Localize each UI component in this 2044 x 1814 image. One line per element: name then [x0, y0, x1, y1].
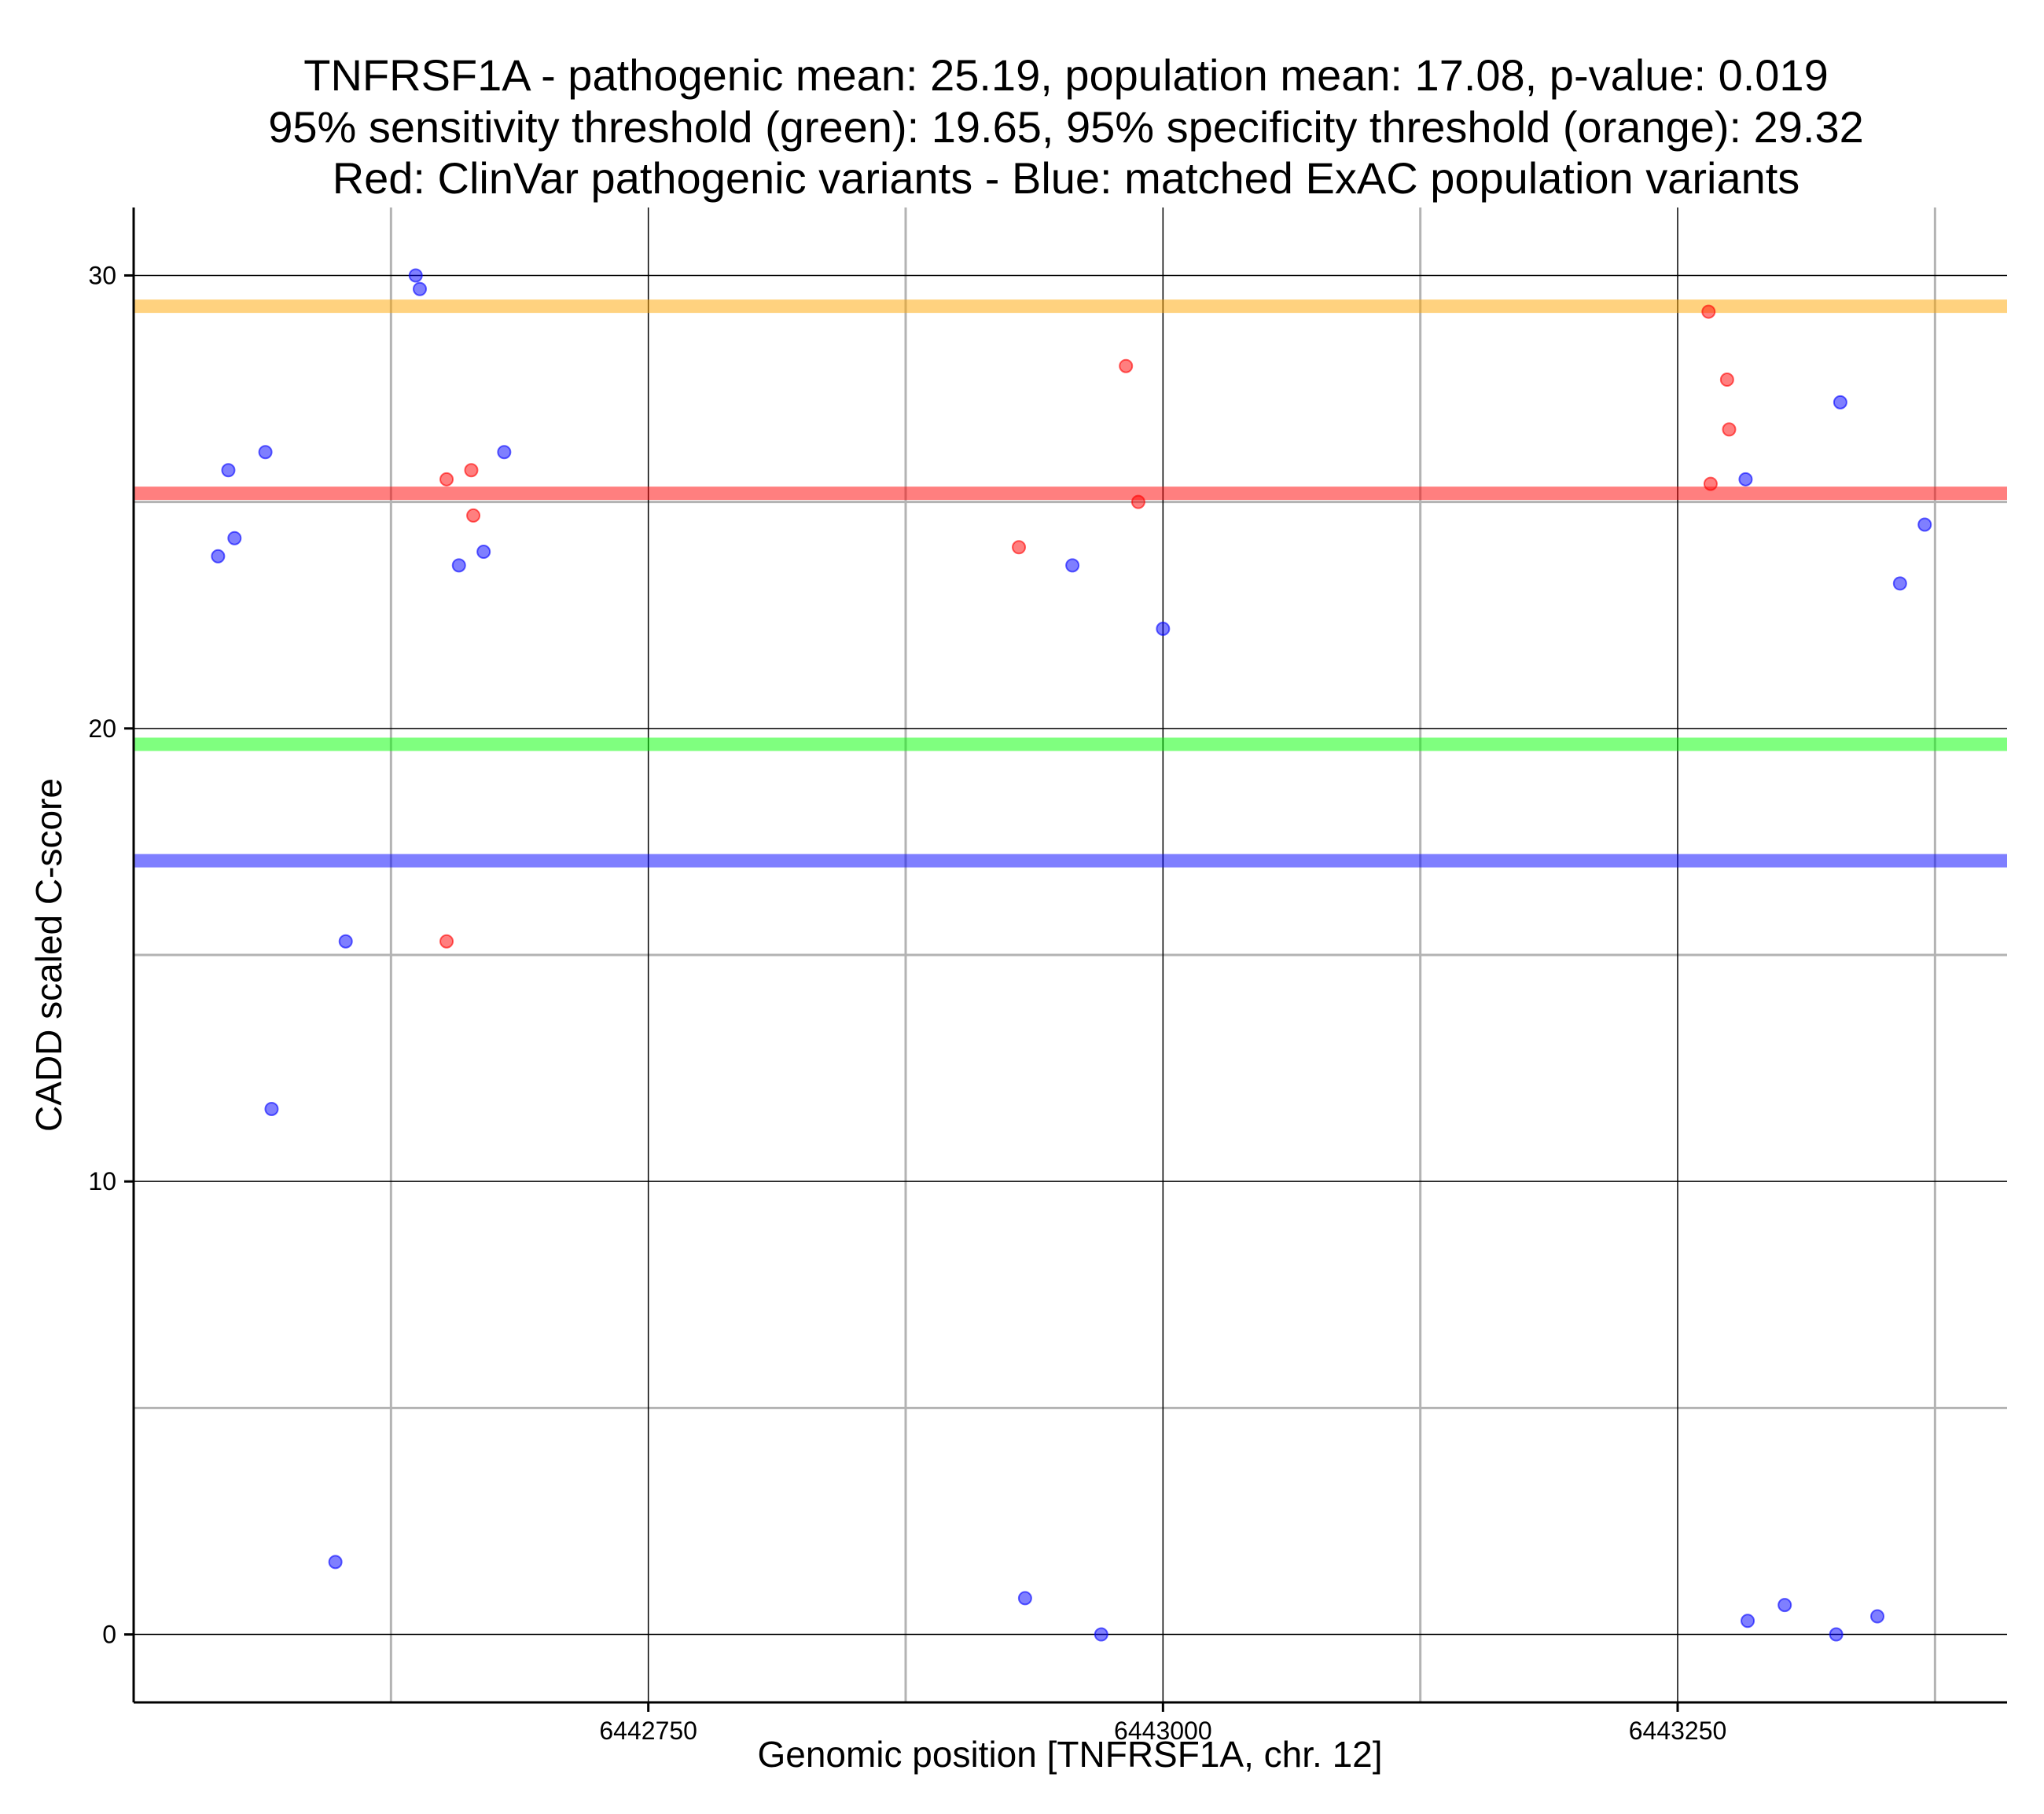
grid: [134, 207, 2007, 1702]
threshold-lines: [134, 299, 2007, 868]
population-variant-point: [258, 445, 273, 460]
population-variant-point: [1777, 1598, 1792, 1613]
chart-title-line-1: TNFRSF1A - pathogenic mean: 25.19, popul…: [303, 50, 1828, 100]
y-axis-title: CADD scaled C-score: [28, 778, 69, 1132]
population-variant-point: [1892, 576, 1907, 591]
x-tick-label: 6443000: [1114, 1717, 1212, 1745]
data-points: [211, 268, 1932, 1642]
y-tick-label: 0: [102, 1621, 116, 1649]
y-tick-label: 30: [88, 261, 116, 289]
population-variant-point: [1741, 1614, 1755, 1629]
pathogenic-variant-point: [464, 463, 479, 478]
x-tick-label: 6442750: [599, 1717, 697, 1745]
population-variant-point: [328, 1555, 343, 1570]
pathogenic-variant-point: [1012, 540, 1027, 555]
population-variant-point: [408, 268, 423, 283]
population-variant-point: [221, 463, 236, 478]
pathogenic-variant-point: [1701, 304, 1716, 319]
pathogenic-variant-point: [1722, 422, 1737, 437]
population-variant-point: [1094, 1627, 1108, 1642]
x-axis-title: Genomic position [TNFRSF1A, chr. 12]: [757, 1734, 1382, 1775]
pathogenic-variant-point: [466, 508, 481, 523]
population-variant-point: [338, 934, 353, 949]
y-tick-label: 20: [88, 714, 116, 743]
population-variant-point: [1870, 1609, 1885, 1624]
x-tick-label: 6443250: [1629, 1717, 1727, 1745]
population-variant-point: [1917, 517, 1932, 532]
ticks: 0 10 20 30 6442750 6443000 6443250: [88, 261, 1726, 1745]
chart-title-line-3: Red: ClinVar pathogenic variants - Blue:…: [333, 153, 1800, 203]
population-variant-point: [1065, 558, 1080, 573]
pathogenic-variant-point: [439, 472, 454, 487]
pathogenic-variant-point: [1119, 358, 1134, 373]
chart-title-line-2: 95% sensitivity threshold (green): 19.65…: [268, 102, 1864, 152]
pathogenic-variant-point: [439, 934, 454, 949]
y-tick-label: 10: [88, 1167, 116, 1195]
pathogenic-variant-point: [1703, 476, 1718, 491]
population-variant-point: [227, 531, 242, 545]
pathogenic-variant-point: [1130, 494, 1145, 509]
population-variant-point: [1738, 472, 1753, 487]
population-variant-point: [1829, 1627, 1844, 1642]
population-variant-point: [1156, 622, 1171, 637]
population-variant-point: [1017, 1591, 1032, 1606]
pathogenic-variant-point: [1719, 373, 1734, 387]
population-variant-point: [1833, 395, 1847, 409]
population-variant-point: [412, 281, 427, 296]
population-variant-point: [211, 549, 226, 564]
population-variant-point: [476, 545, 491, 560]
population-variant-point: [497, 445, 512, 460]
population-variant-point: [451, 558, 466, 573]
population-variant-point: [264, 1101, 279, 1116]
